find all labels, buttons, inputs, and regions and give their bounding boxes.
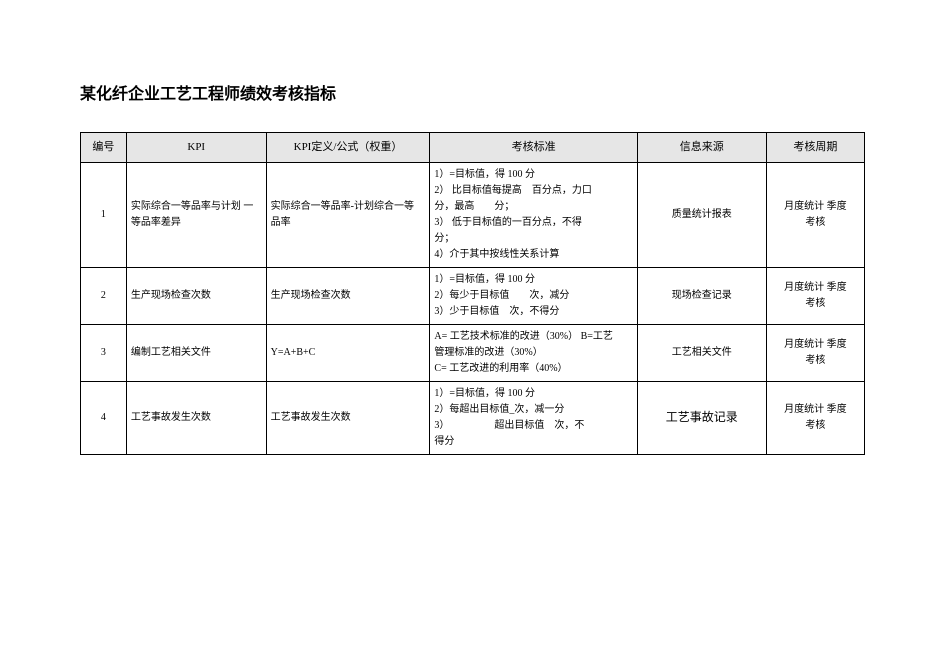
cell-std: A= 工艺技术标准的改进（30%） B=工艺管理标准的改进（30%）C= 工艺改… (430, 325, 637, 382)
cell-kpi: 工艺事故发生次数 (126, 382, 266, 455)
cell-kpi: 生产现场检查次数 (126, 268, 266, 325)
th-std: 考核标准 (430, 133, 637, 163)
th-kpi: KPI (126, 133, 266, 163)
cell-std: 1）=目标值，得 100 分2） 比目标值每提高 百分点，力口分，最高 分；3）… (430, 163, 637, 268)
th-def: KPI定义/公式（权重） (266, 133, 430, 163)
cell-cycle: 月度统计 季度考核 (766, 382, 864, 455)
cell-cycle: 月度统计 季度考核 (766, 325, 864, 382)
page-title: 某化纤企业工艺工程师绩效考核指标 (80, 80, 865, 104)
table-row: 1 实际综合一等品率与计划 一等品率差异 实际综合一等品率-计划综合一等 品率 … (81, 163, 865, 268)
cell-id: 4 (81, 382, 127, 455)
cell-def: 实际综合一等品率-计划综合一等 品率 (266, 163, 430, 268)
cell-cycle: 月度统计 季度考核 (766, 163, 864, 268)
kpi-table: 编号 KPI KPI定义/公式（权重） 考核标准 信息来源 考核周期 1 实际综… (80, 132, 865, 455)
cell-def: 工艺事故发生次数 (266, 382, 430, 455)
table-row: 2 生产现场检查次数 生产现场检查次数 1）=目标值，得 100 分2）每少于目… (81, 268, 865, 325)
table-row: 4 工艺事故发生次数 工艺事故发生次数 1）=目标值，得 100 分2）每超出目… (81, 382, 865, 455)
cell-id: 2 (81, 268, 127, 325)
cell-def: 生产现场检查次数 (266, 268, 430, 325)
cell-kpi: 实际综合一等品率与计划 一等品率差异 (126, 163, 266, 268)
th-id: 编号 (81, 133, 127, 163)
cell-src: 质量统计报表 (637, 163, 766, 268)
cell-src: 工艺相关文件 (637, 325, 766, 382)
table-row: 3 编制工艺相关文件 Y=A+B+C A= 工艺技术标准的改进（30%） B=工… (81, 325, 865, 382)
cell-id: 3 (81, 325, 127, 382)
table-header-row: 编号 KPI KPI定义/公式（权重） 考核标准 信息来源 考核周期 (81, 133, 865, 163)
cell-cycle: 月度统计 季度考核 (766, 268, 864, 325)
cell-std: 1）=目标值，得 100 分2）每超出目标值_次，减一分3） 超出目标值 次，不… (430, 382, 637, 455)
th-cycle: 考核周期 (766, 133, 864, 163)
cell-kpi: 编制工艺相关文件 (126, 325, 266, 382)
cell-src: 现场检查记录 (637, 268, 766, 325)
cell-def: Y=A+B+C (266, 325, 430, 382)
cell-std: 1）=目标值，得 100 分2）每少于目标值 次，减分3）少于目标值 次，不得分 (430, 268, 637, 325)
cell-src: 工艺事故记录 (637, 382, 766, 455)
th-src: 信息来源 (637, 133, 766, 163)
cell-id: 1 (81, 163, 127, 268)
